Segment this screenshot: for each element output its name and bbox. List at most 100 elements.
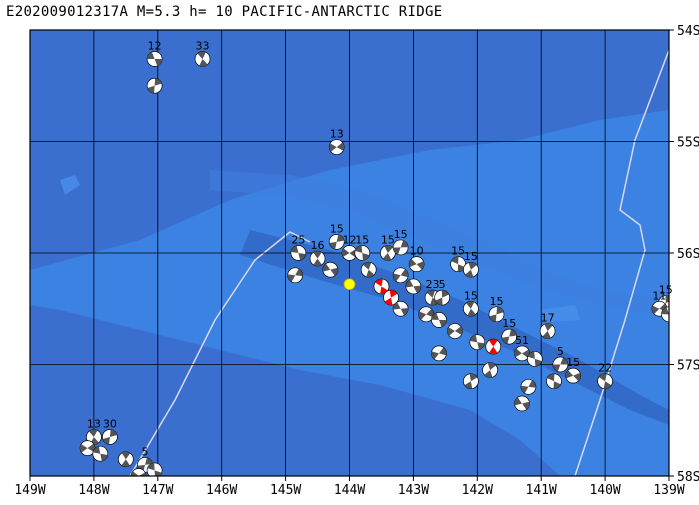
focal-mechanism-beachball	[354, 245, 371, 261]
focal-mechanism-beachball	[130, 468, 147, 476]
depth-label: 12	[343, 234, 357, 247]
depth-label: 15	[502, 317, 516, 330]
longitude-labels: 149W 148W 147W 146W 145W 144W 143W 142W 141W 140W…	[14, 483, 684, 498]
depth-label: 15	[659, 284, 673, 297]
focal-mechanism-beachball	[552, 356, 569, 373]
ridge-crest	[240, 230, 669, 425]
focal-mechanism-beachball	[597, 373, 613, 390]
seamount-2	[540, 305, 580, 322]
depth-label: 15	[451, 245, 465, 258]
focal-mechanism-beachball	[431, 345, 447, 362]
depth-label: 15	[566, 356, 580, 369]
focal-mechanism-beachball	[526, 351, 543, 367]
axis-ticks	[29, 29, 674, 481]
depth-label: 33	[196, 39, 210, 52]
focal-mechanism-beachball	[488, 306, 505, 323]
lon-label: 145W	[270, 483, 301, 498]
focal-mechanism-beachball	[482, 362, 498, 378]
lon-label: 140W	[589, 483, 620, 498]
focal-mechanism-beachball	[447, 323, 463, 339]
focal-mechanism-beachball	[322, 261, 339, 278]
lon-label: 142W	[462, 483, 493, 498]
depth-label: 30	[103, 417, 117, 430]
depth-label: 10	[410, 245, 424, 258]
lat-label: 56S	[677, 247, 699, 262]
depth-label: 13	[87, 417, 101, 430]
depth-label: 15	[355, 234, 369, 247]
focal-mechanism-beachball	[146, 462, 163, 476]
focal-mechanism-beachball	[379, 245, 396, 261]
focal-mechanism-beachball	[360, 261, 377, 278]
lat-label: 57S	[677, 359, 699, 374]
focal-mechanism-beachball	[146, 51, 163, 67]
focal-mechanism-beachball	[539, 323, 556, 339]
depth-label: 15	[381, 234, 395, 247]
depth-label: 25	[291, 234, 305, 247]
depth-label: 15	[394, 228, 408, 241]
latitude-labels: 54S 55S 56S 57S 58S	[677, 24, 699, 485]
focal-mechanism-beachball	[102, 429, 118, 445]
depth-label: 15	[464, 289, 478, 302]
focal-mechanism-beachball	[546, 373, 562, 390]
focal-mechanism-beachball	[469, 334, 486, 351]
depth-label: 15	[489, 295, 503, 308]
focal-mechanism-beachball	[463, 300, 479, 317]
lon-label: 144W	[334, 483, 365, 498]
lon-label: 143W	[398, 483, 429, 498]
map-title: E202009012317A M=5.3 h= 10 PACIFIC-ANTAR…	[6, 4, 443, 20]
depth-label: 5	[439, 278, 446, 291]
focal-mechanism-beachball	[485, 338, 502, 355]
focal-mechanism-beachball	[309, 250, 326, 267]
focal-mechanism-beachball	[392, 239, 409, 256]
lon-label: 141W	[526, 483, 557, 498]
lon-label: 146W	[206, 483, 237, 498]
depth-label: 17	[541, 312, 555, 325]
lon-label: 148W	[78, 483, 109, 498]
depth-label: 15	[464, 250, 478, 263]
depth-label: 5	[142, 445, 149, 458]
lat-label: 55S	[677, 136, 699, 151]
focal-mechanism-beachball	[146, 77, 163, 94]
focal-mechanism-beachball	[501, 328, 518, 345]
focal-mechanism-beachball	[383, 289, 399, 306]
focal-mechanism-beachball	[287, 267, 304, 284]
focal-mechanisms	[79, 51, 669, 476]
focal-mechanism-beachball	[405, 278, 422, 295]
focal-mechanism-beachball	[290, 245, 307, 261]
depth-label: 13	[330, 128, 344, 141]
epicenter-marker	[343, 278, 356, 291]
focal-mechanism-beachball	[463, 373, 479, 390]
lon-label: 149W	[14, 483, 45, 498]
focal-mechanism-beachball	[431, 312, 447, 328]
depth-label: 11	[652, 289, 666, 302]
depth-label: 5	[557, 345, 564, 358]
focal-mechanism-beachball	[408, 256, 425, 272]
depth-label: 51	[515, 334, 529, 347]
focal-mechanism-beachball	[392, 300, 409, 317]
focal-mechanism-beachball	[520, 378, 537, 395]
depth-label: 22	[598, 362, 612, 375]
focal-mechanism-beachball	[463, 261, 479, 278]
focal-mechanism-beachball	[514, 395, 530, 412]
lat-label: 58S	[677, 470, 699, 485]
focal-mechanism-beachball	[565, 367, 582, 384]
focal-mechanism-beachball	[92, 445, 109, 462]
focal-mechanism-beachball	[661, 306, 669, 323]
ridge-flank	[210, 170, 669, 315]
lon-label: 139W	[653, 483, 684, 498]
seamount-1	[60, 175, 80, 195]
focal-mechanism-beachball	[434, 289, 451, 306]
lon-label: 147W	[142, 483, 173, 498]
depth-label: 15	[330, 222, 344, 235]
focal-mechanism-beachball	[79, 440, 96, 456]
focal-mechanism-beachball	[450, 256, 466, 272]
lat-label: 54S	[677, 24, 699, 39]
focal-mechanism-beachball	[194, 51, 211, 67]
depth-label: 12	[148, 39, 162, 52]
focal-mechanism-beachball	[117, 451, 134, 468]
depth-label: 16	[311, 239, 325, 252]
focal-mechanism-beachball	[392, 267, 409, 284]
depth-label: 23	[426, 278, 440, 291]
